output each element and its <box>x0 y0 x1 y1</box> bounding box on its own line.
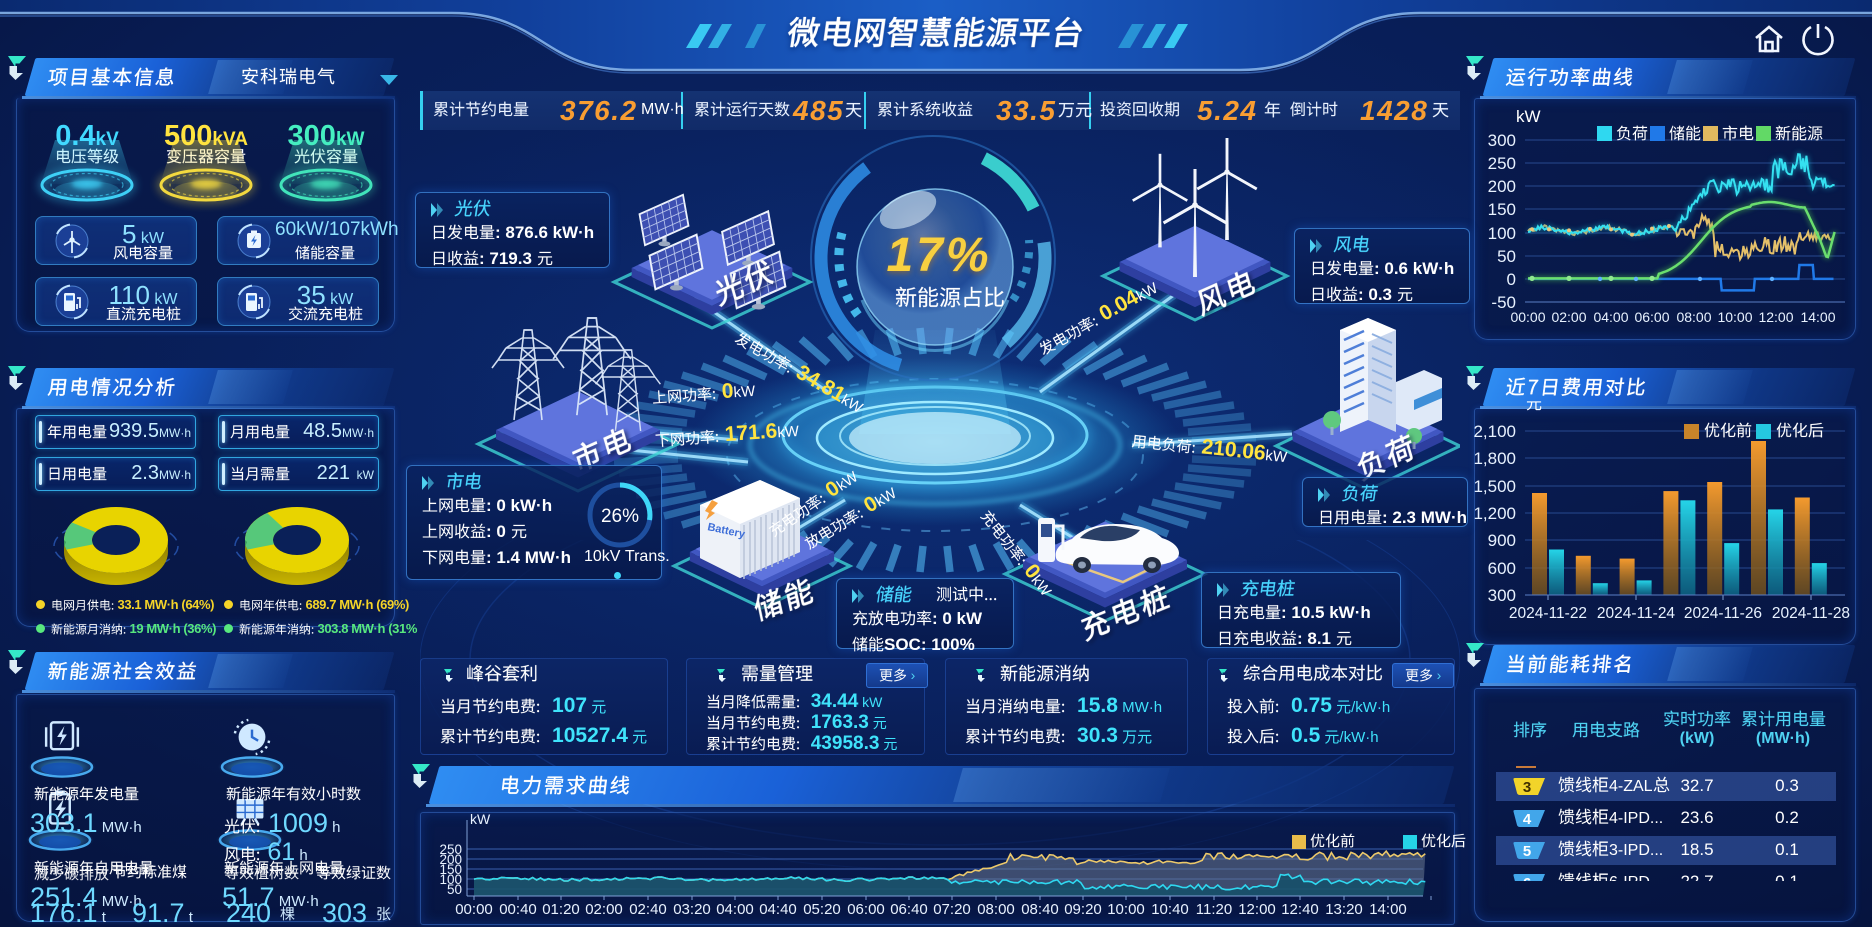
svg-text:07:20: 07:20 <box>933 901 971 918</box>
svg-text:00:00: 00:00 <box>455 901 493 918</box>
svg-text:50: 50 <box>1497 247 1516 266</box>
svg-text:150: 150 <box>1488 200 1516 219</box>
svg-text:200: 200 <box>439 852 462 867</box>
svg-text:10:00: 10:00 <box>1107 901 1145 918</box>
svg-text:250: 250 <box>1488 154 1516 173</box>
svg-text:1,200: 1,200 <box>1474 504 1516 523</box>
svg-text:0: 0 <box>1507 270 1516 289</box>
svg-text:04:00: 04:00 <box>716 901 754 918</box>
svg-text:6: 6 <box>1523 875 1531 881</box>
svg-text:1,800: 1,800 <box>1474 449 1516 468</box>
svg-text:900: 900 <box>1488 531 1516 550</box>
svg-text:02:40: 02:40 <box>629 901 667 918</box>
svg-text:12:00: 12:00 <box>1758 309 1793 325</box>
svg-text:08:00: 08:00 <box>1676 309 1711 325</box>
svg-text:00:40: 00:40 <box>499 901 537 918</box>
svg-text:02:00: 02:00 <box>585 901 623 918</box>
svg-text:01:20: 01:20 <box>542 901 580 918</box>
svg-text:-50: -50 <box>1491 293 1516 312</box>
svg-text:08:00: 08:00 <box>977 901 1015 918</box>
svg-text:2,100: 2,100 <box>1474 422 1516 441</box>
svg-text:kW: kW <box>1516 107 1541 126</box>
svg-text:12:00: 12:00 <box>1238 901 1276 918</box>
svg-text:4: 4 <box>1523 811 1532 828</box>
svg-text:04:40: 04:40 <box>759 901 797 918</box>
svg-text:250: 250 <box>439 842 462 857</box>
svg-text:05:20: 05:20 <box>803 901 841 918</box>
svg-text:kW: kW <box>470 812 491 827</box>
svg-text:1,500: 1,500 <box>1474 477 1516 496</box>
svg-text:06:40: 06:40 <box>890 901 928 918</box>
svg-text:06:00: 06:00 <box>847 901 885 918</box>
svg-text:02:00: 02:00 <box>1551 309 1586 325</box>
svg-text:2024-11-22: 2024-11-22 <box>1509 605 1587 622</box>
svg-text:06:00: 06:00 <box>1634 309 1669 325</box>
svg-text:50: 50 <box>447 882 462 897</box>
svg-text:11:20: 11:20 <box>1196 901 1232 918</box>
svg-text:10:40: 10:40 <box>1151 901 1189 918</box>
svg-text:00:00: 00:00 <box>1510 309 1545 325</box>
svg-text:300: 300 <box>1488 586 1516 605</box>
svg-text:2024-11-24: 2024-11-24 <box>1597 605 1676 622</box>
svg-text:03:20: 03:20 <box>673 901 711 918</box>
svg-text:04:00: 04:00 <box>1593 309 1628 325</box>
svg-text:3: 3 <box>1523 779 1531 796</box>
svg-text:600: 600 <box>1488 559 1516 578</box>
svg-text:08:40: 08:40 <box>1021 901 1059 918</box>
svg-text:12:40: 12:40 <box>1281 901 1319 918</box>
svg-text:09:20: 09:20 <box>1064 901 1102 918</box>
svg-text:14:00: 14:00 <box>1369 901 1407 918</box>
svg-text:100: 100 <box>439 872 462 887</box>
svg-text:5: 5 <box>1523 843 1531 860</box>
svg-text:26%: 26% <box>601 506 639 527</box>
svg-text:2024-11-28: 2024-11-28 <box>1772 605 1850 622</box>
svg-text:200: 200 <box>1488 177 1516 196</box>
svg-text:100: 100 <box>1488 224 1516 243</box>
svg-text:14:00: 14:00 <box>1800 309 1835 325</box>
svg-text:10:00: 10:00 <box>1717 309 1752 325</box>
svg-text:13:20: 13:20 <box>1325 901 1363 918</box>
svg-text:300: 300 <box>1488 131 1516 150</box>
svg-text:150: 150 <box>439 862 462 877</box>
svg-text:元: 元 <box>1526 398 1542 413</box>
svg-text:2024-11-26: 2024-11-26 <box>1684 605 1762 622</box>
